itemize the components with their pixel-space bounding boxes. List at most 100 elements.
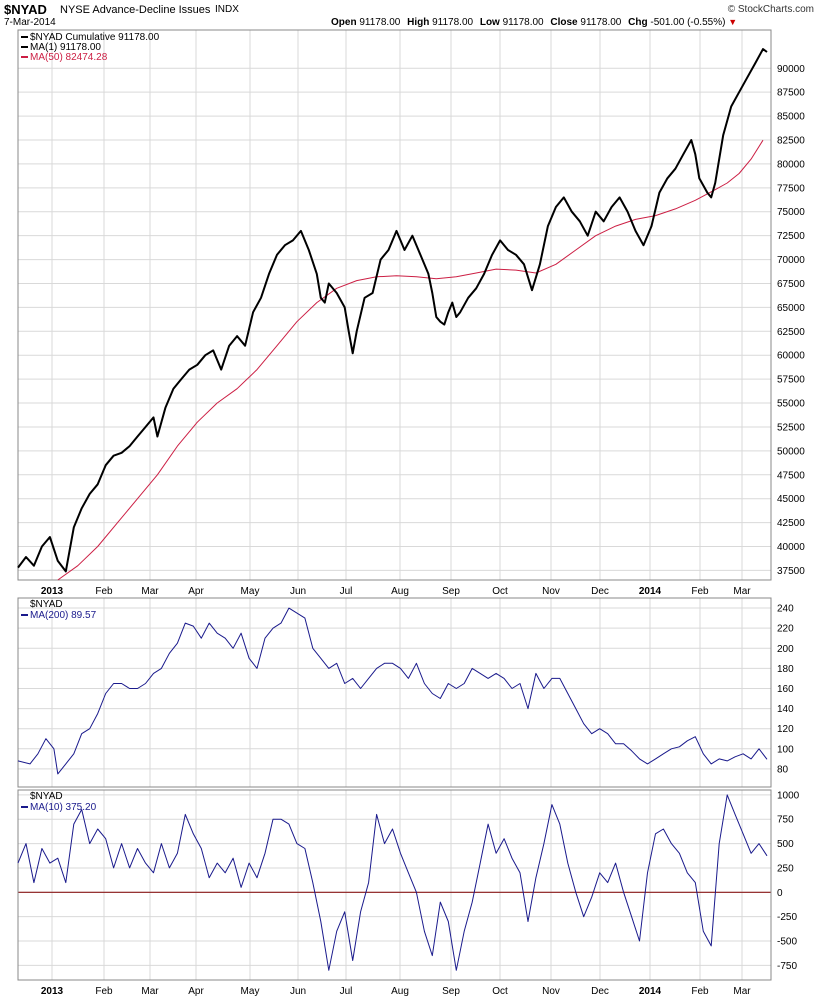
y-tick-label: 90000 (777, 64, 805, 75)
y-tick-label: 82500 (777, 136, 805, 147)
x-tick-label: Feb (95, 586, 113, 597)
close-value: 91178.00 (580, 17, 622, 28)
y-tick-label: 220 (777, 624, 794, 635)
x-tick-label: Apr (188, 586, 204, 597)
x-tick-label: 2013 (41, 986, 64, 997)
y-tick-label: -250 (777, 912, 797, 923)
high-label: High (407, 17, 430, 28)
exchange-label: INDX (215, 4, 239, 15)
series-line-0 (17, 48, 768, 573)
x-tick-label: Dec (591, 586, 609, 597)
x-tick-label: Sep (442, 986, 460, 997)
ohlc-readout: Open 91178.00 High 91178.00 Low 91178.00… (331, 17, 737, 28)
x-tick-label: Feb (691, 986, 709, 997)
y-tick-label: 70000 (777, 255, 805, 266)
legend-entry: MA(10) 375.20 (30, 802, 97, 813)
x-tick-label: 2014 (639, 586, 662, 597)
open-value: 91178.00 (359, 17, 401, 28)
panel-symbol: $NYAD (30, 791, 63, 802)
panel-border (17, 29, 772, 581)
chart-date: 7-Mar-2014 (4, 17, 56, 28)
y-tick-label: 45000 (777, 494, 805, 505)
y-tick-label: -500 (777, 937, 797, 948)
x-tick-label: Mar (141, 986, 159, 997)
close-label: Close (550, 17, 578, 28)
y-tick-label: 120 (777, 724, 794, 735)
y-tick-label: 240 (777, 604, 794, 615)
x-tick-label: Aug (391, 986, 409, 997)
y-tick-label: 67500 (777, 279, 805, 290)
y-tick-label: 42500 (777, 518, 805, 529)
x-tick-label: Sep (442, 586, 460, 597)
y-tick-label: 60000 (777, 351, 805, 362)
legend-entry: MA(1) 91178.00 (30, 42, 101, 53)
watermark: © StockCharts.com (727, 4, 814, 15)
x-tick-label: Feb (691, 586, 709, 597)
y-tick-label: 0 (777, 888, 783, 899)
y-tick-label: 750 (777, 815, 794, 826)
y-tick-label: 62500 (777, 327, 805, 338)
y-tick-label: 40000 (777, 542, 805, 553)
y-tick-label: 55000 (777, 399, 805, 410)
x-tick-label: Oct (492, 586, 508, 597)
x-tick-label: Mar (733, 586, 751, 597)
y-tick-label: 80 (777, 764, 789, 775)
series-line-0 (17, 794, 768, 971)
x-tick-label: Mar (141, 586, 159, 597)
x-tick-label: Jun (290, 586, 306, 597)
chg-value: -501.00 (-0.55%) (650, 17, 726, 28)
y-tick-label: 180 (777, 664, 794, 675)
y-tick-label: 200 (777, 644, 794, 655)
y-tick-label: 87500 (777, 88, 805, 99)
x-tick-label: Nov (542, 586, 560, 597)
x-tick-label: Nov (542, 986, 560, 997)
legend-entry: MA(200) 89.57 (30, 610, 97, 621)
y-tick-label: 160 (777, 684, 794, 695)
y-tick-label: 37500 (777, 566, 805, 577)
y-tick-label: 250 (777, 863, 794, 874)
low-label: Low (479, 17, 500, 28)
chg-label: Chg (628, 17, 648, 28)
high-value: 91178.00 (432, 17, 474, 28)
legend-entry: MA(50) 82474.28 (30, 52, 108, 63)
x-tick-label: Mar (733, 986, 751, 997)
y-tick-label: 57500 (777, 375, 805, 386)
x-tick-label: May (241, 986, 260, 997)
x-tick-label: Jul (340, 586, 353, 597)
panel-border (17, 597, 772, 788)
x-tick-label: Apr (188, 986, 204, 997)
x-tick-label: Jun (290, 986, 306, 997)
y-tick-label: 52500 (777, 422, 805, 433)
index-name: NYSE Advance-Decline Issues (60, 4, 211, 16)
x-tick-label: Oct (492, 986, 508, 997)
x-tick-label: Jul (340, 986, 353, 997)
down-arrow-icon: ▼ (728, 17, 738, 27)
legend-entry: $NYAD Cumulative 91178.00 (30, 32, 160, 43)
y-tick-label: 72500 (777, 231, 805, 242)
series-line-2 (57, 139, 764, 581)
y-tick-label: 100 (777, 744, 794, 755)
y-tick-label: 65000 (777, 303, 805, 314)
y-tick-label: 75000 (777, 207, 805, 218)
series-line-0 (17, 607, 768, 775)
y-tick-label: 50000 (777, 446, 805, 457)
ticker-symbol: $NYAD (4, 2, 47, 17)
low-value: 91178.00 (502, 17, 544, 28)
x-tick-label: May (241, 586, 260, 597)
y-tick-label: 77500 (777, 183, 805, 194)
x-tick-label: Aug (391, 586, 409, 597)
y-tick-label: 140 (777, 704, 794, 715)
x-tick-label: 2014 (639, 986, 662, 997)
y-tick-label: 80000 (777, 159, 805, 170)
open-label: Open (331, 17, 357, 28)
x-tick-label: 2013 (41, 586, 64, 597)
main-panel: 37500 40000 42500 45000 47500 50000 52500 55000… (17, 29, 805, 597)
x-tick-label: Feb (95, 986, 113, 997)
panel-symbol: $NYAD (30, 599, 63, 610)
y-tick-label: -750 (777, 961, 797, 972)
y-tick-label: 1000 (777, 790, 800, 801)
panel-border (17, 789, 772, 981)
